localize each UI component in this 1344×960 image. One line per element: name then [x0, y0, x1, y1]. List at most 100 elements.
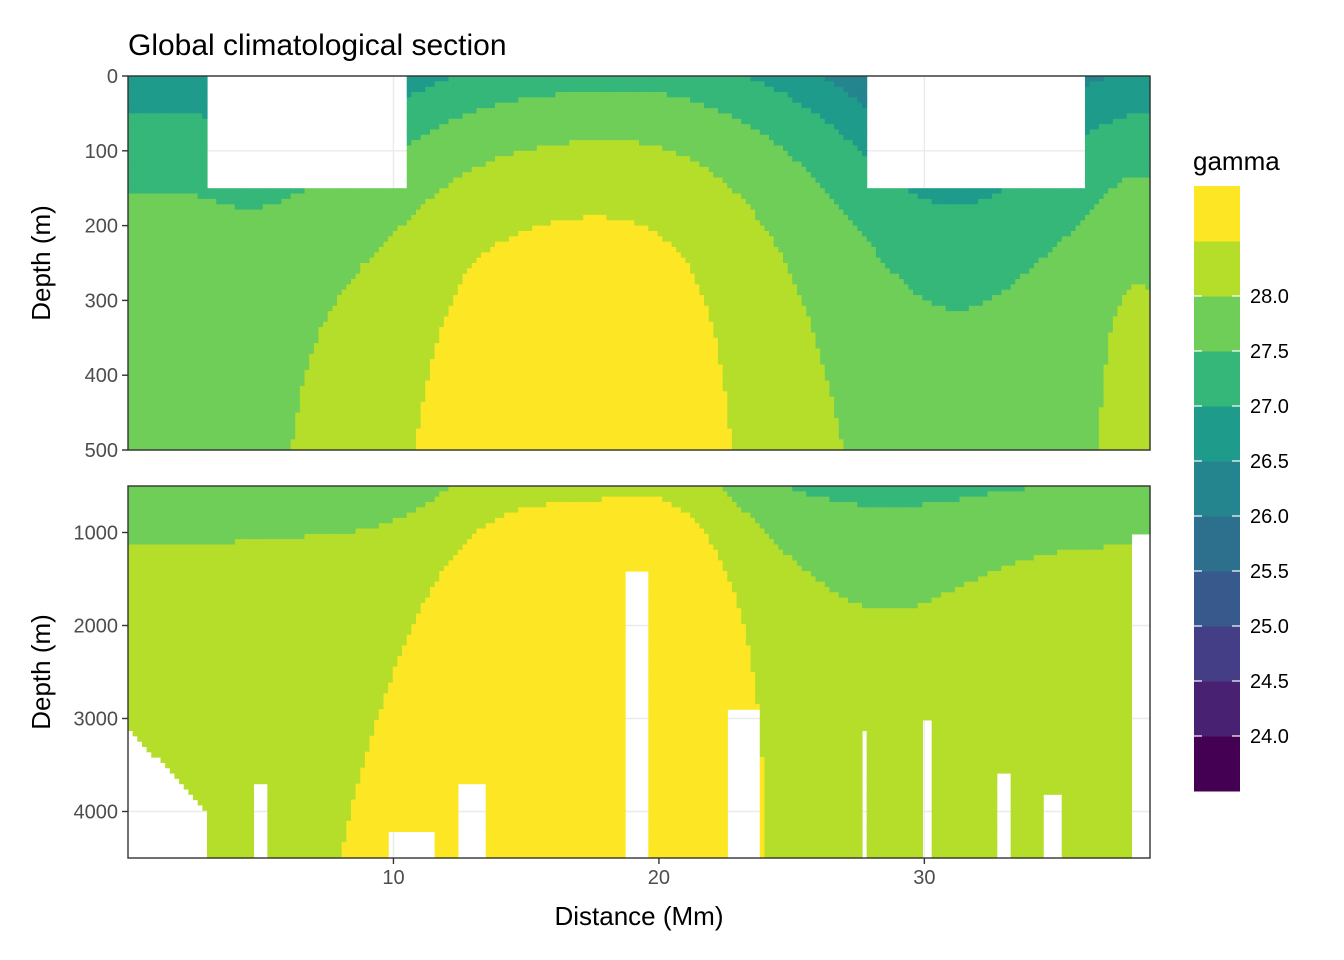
- contour-cell: [188, 268, 194, 275]
- contour-cell: [304, 193, 310, 200]
- contour-cell: [272, 209, 278, 216]
- contour-cell: [481, 289, 487, 296]
- contour-cell: [137, 257, 143, 264]
- contour-cell: [499, 209, 505, 216]
- contour-cell: [248, 273, 255, 280]
- contour-cell: [299, 198, 306, 205]
- contour-cell: [309, 385, 315, 392]
- contour-cell: [490, 241, 496, 248]
- contour-cell: [155, 364, 162, 371]
- contour-cell: [508, 396, 515, 403]
- contour-cell: [160, 284, 166, 291]
- contour-cell: [425, 348, 431, 355]
- contour-cell: [281, 375, 287, 382]
- contour-cell: [216, 230, 222, 237]
- contour-cell: [360, 428, 366, 435]
- contour-cell: [155, 102, 162, 109]
- contour-cell: [197, 225, 203, 232]
- contour-cell: [211, 284, 217, 291]
- contour-cell: [332, 236, 338, 243]
- contour-cell: [350, 444, 357, 451]
- contour-cell: [504, 236, 510, 243]
- contour-cell: [193, 428, 199, 435]
- contour-cell: [462, 172, 468, 179]
- contour-cell: [327, 214, 333, 221]
- contour-cell: [313, 241, 320, 248]
- contour-cell: [230, 364, 236, 371]
- contour-cell: [378, 241, 385, 248]
- contour-cell: [439, 150, 445, 157]
- contour-cell: [327, 327, 333, 334]
- contour-cell: [411, 396, 417, 403]
- contour-cell: [262, 332, 268, 339]
- contour-cell: [299, 401, 306, 408]
- contour-cell: [341, 348, 347, 355]
- contour-cell: [239, 359, 245, 366]
- contour-cell: [374, 279, 380, 285]
- contour-cell: [132, 118, 138, 125]
- contour-cell: [155, 209, 162, 216]
- contour-cell: [309, 364, 315, 371]
- contour-cell: [508, 177, 515, 184]
- contour-cell: [155, 124, 162, 131]
- contour-cell: [392, 193, 399, 200]
- contour-cell: [323, 273, 329, 280]
- contour-cell: [471, 305, 478, 312]
- contour-cell: [206, 375, 213, 382]
- contour-cell: [485, 188, 491, 195]
- contour-cell: [350, 284, 357, 291]
- contour-cell: [374, 316, 380, 323]
- contour-cell: [439, 220, 445, 227]
- contour-cell: [490, 193, 496, 200]
- contour-cell: [411, 124, 417, 131]
- contour-cell: [378, 444, 385, 451]
- contour-cell: [481, 134, 487, 141]
- contour-cell: [476, 236, 482, 243]
- contour-cell: [299, 359, 306, 366]
- contour-cell: [318, 327, 324, 334]
- contour-cell: [132, 214, 138, 221]
- contour-cell: [230, 348, 236, 355]
- contour-cell: [411, 246, 417, 253]
- contour-cell: [197, 113, 203, 120]
- contour-cell: [397, 407, 403, 414]
- contour-cell: [332, 321, 338, 328]
- contour-cell: [462, 129, 468, 136]
- contour-cell: [318, 289, 324, 296]
- contour-cell: [146, 289, 152, 296]
- contour-cell: [434, 305, 440, 312]
- contour-cell: [169, 225, 176, 232]
- contour-cell: [128, 129, 134, 136]
- contour-cell: [416, 156, 422, 163]
- contour-cell: [188, 241, 194, 248]
- contour-cell: [374, 353, 380, 360]
- contour-cell: [295, 364, 301, 371]
- contour-cell: [434, 92, 440, 98]
- contour-cell: [258, 337, 264, 344]
- contour-cell: [457, 241, 464, 248]
- contour-cell: [141, 385, 148, 392]
- contour-cell: [448, 412, 454, 419]
- contour-cell: [337, 236, 343, 243]
- contour-cell: [318, 204, 324, 211]
- contour-cell: [276, 316, 282, 323]
- contour-cell: [462, 236, 468, 243]
- contour-cell: [151, 172, 157, 179]
- contour-cell: [439, 428, 445, 435]
- contour-cell: [304, 289, 310, 296]
- contour-cell: [309, 433, 315, 440]
- contour-cell: [420, 428, 426, 435]
- contour-cell: [262, 305, 268, 312]
- contour-cell: [439, 385, 445, 392]
- contour-cell: [392, 279, 399, 285]
- contour-cell: [383, 401, 389, 408]
- contour-cell: [457, 124, 464, 131]
- contour-cell: [211, 204, 217, 211]
- contour-cell: [406, 417, 412, 424]
- contour-cell: [346, 209, 352, 216]
- contour-cell: [193, 76, 199, 82]
- contour-cell: [490, 220, 496, 227]
- contour-cell: [313, 230, 320, 237]
- contour-cell: [337, 380, 343, 387]
- contour-cell: [457, 305, 464, 312]
